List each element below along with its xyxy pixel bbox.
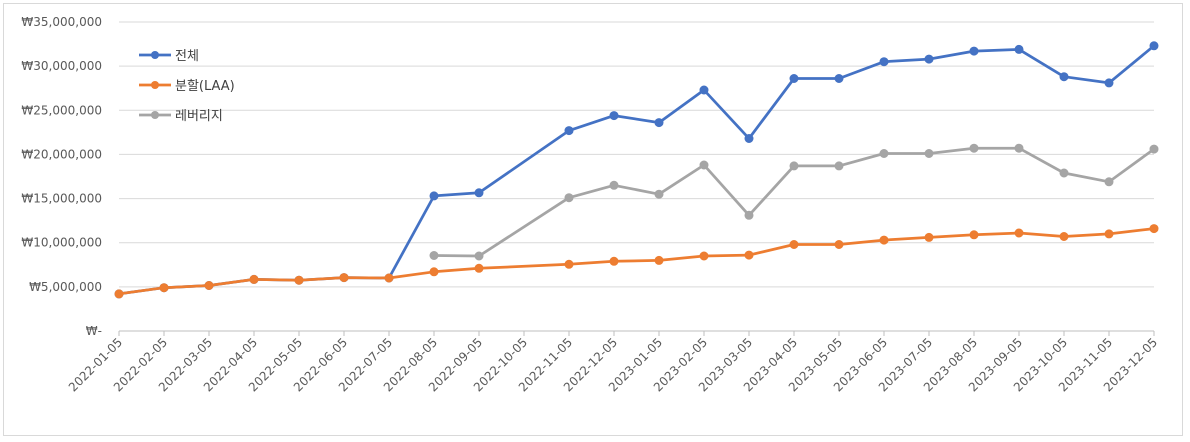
data-point [474,263,484,273]
series-3 [429,143,1159,261]
data-point [789,240,799,249]
data-point [834,74,844,83]
data-point [1149,144,1159,154]
gridlines [119,21,1154,288]
y-tick-label: ₩10,000,000 [21,236,102,250]
data-point [699,85,709,95]
y-tick-label: ₩- [86,324,102,338]
data-point [744,210,754,220]
data-point [1149,224,1159,234]
data-point [969,143,979,153]
y-tick-label: ₩5,000,000 [29,280,102,294]
data-point [924,232,934,242]
data-point [1014,143,1024,153]
data-point [654,255,664,265]
legend-entry: 분할(LAA) [139,79,235,94]
data-point [1014,44,1024,54]
series-line [118,227,1155,296]
data-point [249,274,259,284]
data-point [654,189,664,199]
chart-frame [3,3,1183,436]
data-point [879,149,889,158]
data-point [1014,228,1024,238]
data-point [609,180,619,190]
data-point [1059,168,1069,178]
data-point [609,256,619,266]
series-2 [114,224,1159,299]
data-point [834,161,844,171]
legend-label: 레버리지 [175,109,223,124]
data-point [1104,177,1114,187]
data-point [429,251,439,260]
data-point [789,74,799,83]
axes: ₩- ₩5,000,000 ₩10,000,000 ₩15,000,000 ₩20,00… [21,15,1160,394]
legend-marker [151,51,159,59]
y-tick-label: ₩20,000,000 [21,147,102,161]
legend-label: 분할(LAA) [175,79,235,94]
data-point [924,149,934,158]
data-point [159,283,169,293]
data-point [384,273,394,283]
data-point [564,259,574,269]
data-point [654,118,664,128]
data-point [789,161,799,171]
data-point [474,188,484,198]
legend-label: 전체 [175,49,199,64]
y-tick-label: ₩25,000,000 [21,103,102,117]
data-point [474,251,484,261]
y-tick-label: ₩30,000,000 [21,59,102,73]
data-point [564,126,574,136]
legend-entry: 레버리지 [139,109,223,124]
legend-entry: 전체 [139,49,199,64]
data-point [969,46,979,56]
data-point [834,240,844,249]
legend-marker [151,111,159,119]
data-point [339,273,349,283]
data-point [429,267,439,277]
legend-marker [151,81,159,89]
data-point [699,160,709,170]
data-point [429,191,439,201]
data-point [1059,232,1069,241]
data-point [879,57,889,67]
y-tick-label: ₩35,000,000 [21,15,102,29]
series-lines [114,41,1159,299]
data-point [1104,229,1114,239]
data-point [609,111,619,121]
series-line [433,146,1155,258]
data-point [969,230,979,240]
data-point [924,54,934,64]
data-point [294,275,304,285]
data-point [699,251,709,261]
data-point [204,281,214,290]
data-point [564,193,574,203]
y-tick-label: ₩15,000,000 [21,192,102,206]
data-point [114,289,124,299]
data-point [1059,72,1069,82]
data-point [1104,78,1114,88]
data-point [1149,41,1159,51]
series-line [118,44,1155,296]
data-point [744,250,754,260]
data-point [879,235,889,245]
data-point [744,134,754,143]
